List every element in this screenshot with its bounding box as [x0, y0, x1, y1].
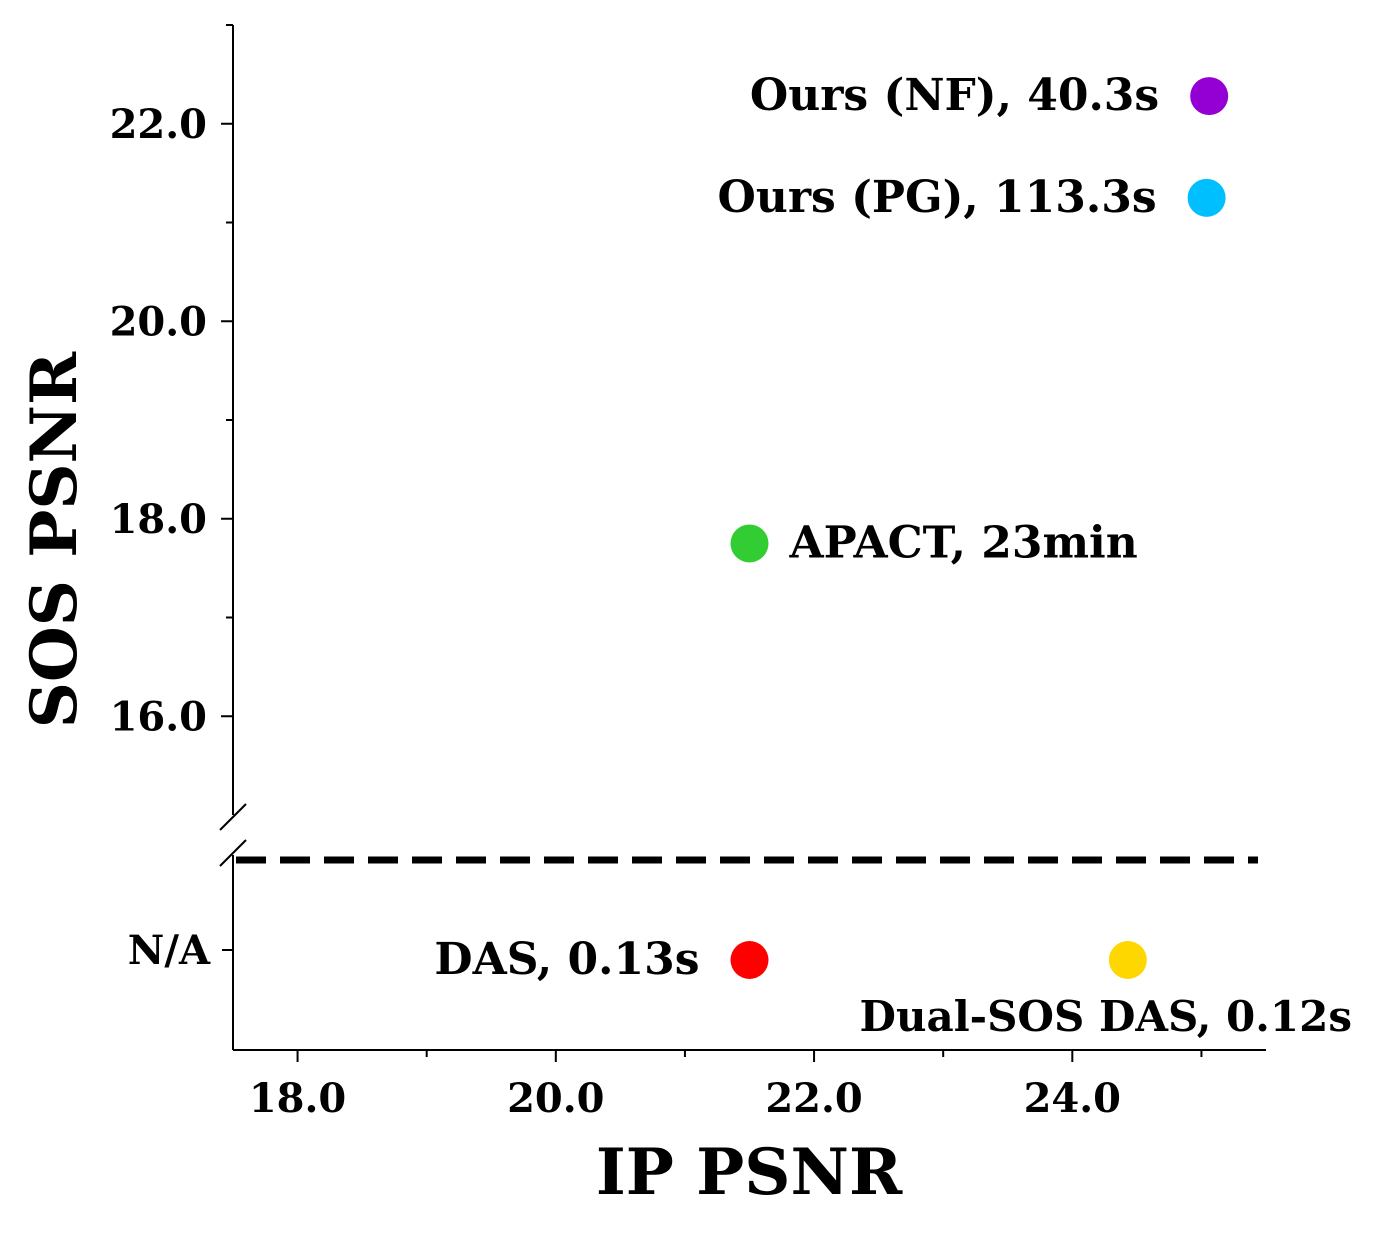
label-dual-sos-das: Dual-SOS DAS, 0.12s — [860, 992, 1352, 1041]
axis-break-mark-lower — [219, 839, 247, 867]
ticks: 18.0 20.0 22.0 24.0 16.0 18.0 20.0 22.0 — [110, 24, 1203, 1122]
x-tick-label-3: 24.0 — [1024, 1075, 1121, 1122]
x-tick-label-0: 18.0 — [249, 1075, 346, 1122]
label-ours-pg: Ours (PG), 113.3s — [718, 172, 1157, 223]
y-tick-label-1: 18.0 — [110, 496, 207, 543]
point-ours-nf — [1190, 77, 1229, 116]
x-tick-label-2: 22.0 — [765, 1075, 862, 1122]
y-tick-label-2: 20.0 — [110, 298, 207, 345]
data-points — [730, 77, 1229, 979]
point-apact — [730, 524, 769, 563]
y-tick-label-0: 16.0 — [110, 693, 207, 740]
label-ours-nf: Ours (NF), 40.3s — [750, 70, 1159, 121]
axis-break-mark-upper — [219, 803, 247, 831]
x-axis-title: IP PSNR — [596, 1135, 903, 1210]
label-das: DAS, 0.13s — [434, 934, 699, 985]
y-tick-label-3: 22.0 — [110, 101, 207, 148]
na-tick-label: N/A — [128, 927, 211, 974]
point-labels: Ours (NF), 40.3s Ours (PG), 113.3s APACT, … — [434, 70, 1352, 1041]
x-tick-label-1: 20.0 — [507, 1075, 604, 1122]
point-das — [730, 941, 769, 979]
y-axis-title: SOS PSNR — [17, 351, 92, 728]
label-apact: APACT, 23min — [789, 517, 1138, 568]
point-ours-pg — [1187, 178, 1226, 217]
point-dual-sos-das — [1108, 941, 1147, 979]
